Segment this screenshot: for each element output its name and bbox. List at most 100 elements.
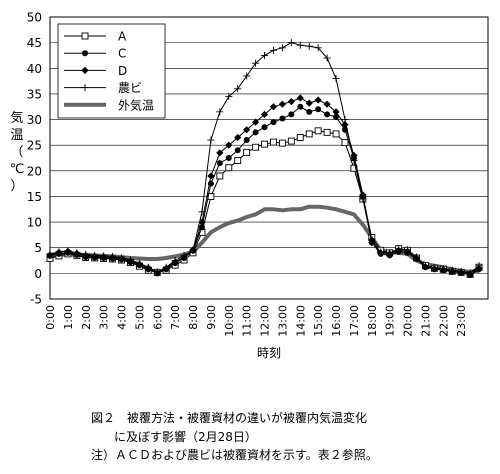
figure-caption-title: 図２ 被覆方法・被覆資材の違いが被覆内気温変化	[91, 411, 368, 425]
data-point	[324, 111, 331, 118]
y-tick-label: 10	[27, 216, 42, 230]
data-point	[287, 39, 295, 47]
x-tick-label: 7:00	[169, 305, 182, 330]
data-point	[333, 113, 340, 120]
data-point	[466, 269, 474, 277]
data-point	[448, 266, 456, 274]
data-point	[243, 148, 251, 156]
y-tick-label: 30	[27, 113, 42, 127]
x-tick-label: 16:00	[330, 305, 343, 337]
x-tick-label: 8:00	[187, 305, 200, 330]
data-point	[278, 139, 286, 147]
data-point	[91, 251, 99, 259]
data-point	[305, 42, 313, 50]
data-point	[306, 108, 313, 115]
data-point	[350, 151, 358, 160]
x-tick-label: 6:00	[151, 305, 164, 330]
data-point	[73, 249, 81, 257]
data-point	[252, 143, 260, 151]
data-point	[216, 108, 224, 116]
x-tick-label: 22:00	[437, 305, 450, 337]
data-point	[55, 248, 63, 256]
y-tick-label: 40	[27, 62, 42, 76]
data-point	[261, 140, 268, 148]
data-point	[180, 251, 188, 259]
data-point	[234, 85, 242, 93]
data-point	[64, 247, 72, 255]
data-point	[296, 94, 304, 102]
data-point	[216, 160, 223, 167]
data-point	[386, 249, 394, 257]
legend-label: D	[118, 64, 127, 78]
data-point	[296, 41, 304, 49]
data-point	[207, 136, 215, 144]
data-point	[126, 256, 134, 264]
x-axis-label: 時刻	[257, 346, 281, 360]
y-tick-label: 25	[27, 139, 42, 153]
data-point	[243, 137, 250, 144]
data-point	[404, 246, 412, 254]
data-point	[243, 72, 251, 80]
data-point	[270, 138, 277, 146]
data-point	[261, 124, 268, 131]
data-point	[305, 99, 313, 107]
series-2	[47, 103, 483, 278]
data-point	[171, 257, 179, 265]
data-point	[323, 54, 331, 62]
data-point	[162, 263, 170, 271]
data-point	[189, 246, 197, 254]
x-tick-label: 20:00	[402, 305, 415, 337]
data-point	[279, 115, 286, 122]
data-point	[109, 252, 117, 260]
legend-label: C	[118, 47, 126, 61]
x-tick-label: 10:00	[223, 305, 236, 337]
data-point	[261, 51, 269, 59]
x-tick-label: 14:00	[294, 305, 307, 337]
data-point	[377, 248, 385, 256]
data-point	[314, 127, 322, 135]
y-tick-label: 5	[34, 241, 42, 255]
data-point	[323, 100, 331, 108]
y-tick-label: 15	[27, 190, 42, 204]
x-tick-label: 13:00	[276, 305, 289, 337]
legend-label: A	[118, 30, 127, 44]
y-axis-label: 気温（℃）	[10, 110, 25, 194]
data-point	[82, 250, 90, 258]
series-layer	[46, 39, 483, 278]
data-point	[412, 253, 420, 261]
data-point	[430, 264, 438, 272]
temperature-line-chart: -5 0 5 10 15 20 25 30 35 40 45 50 0:00 1:00 2:00 3:00 4…	[10, 11, 489, 360]
x-tick-label: 17:00	[348, 305, 361, 337]
data-point	[81, 32, 89, 40]
data-point	[225, 155, 232, 161]
x-tick-label: 4:00	[116, 305, 129, 330]
data-point	[269, 103, 278, 111]
data-point	[144, 263, 152, 271]
data-point	[225, 164, 233, 172]
legend-item: 農ビ	[64, 81, 142, 95]
data-point	[216, 149, 224, 157]
data-point	[100, 252, 108, 260]
data-point	[359, 195, 367, 203]
figure-caption-subtitle: に及ぼす影響（2月28日）	[114, 430, 257, 444]
data-point	[287, 98, 295, 106]
legend-label: 外気温	[118, 97, 154, 112]
data-point	[359, 191, 367, 199]
data-point	[341, 121, 349, 129]
series-3	[46, 94, 483, 278]
data-point	[198, 208, 206, 216]
data-point	[421, 262, 429, 270]
data-point	[332, 108, 340, 116]
figure-caption-note: 注）ＡＣＤおよび農ビは被覆資材を示す。表２参照。	[91, 448, 378, 462]
data-point	[252, 59, 260, 67]
data-point	[341, 116, 349, 124]
x-tick-label: 23:00	[455, 305, 468, 337]
data-point	[46, 250, 54, 258]
data-point	[234, 133, 242, 142]
data-point	[475, 262, 483, 270]
data-point	[350, 157, 358, 165]
data-point	[288, 111, 295, 118]
x-tick-label: 11:00	[241, 305, 254, 337]
y-tick-label: 35	[27, 87, 42, 101]
x-tick-label: 5:00	[133, 305, 146, 330]
